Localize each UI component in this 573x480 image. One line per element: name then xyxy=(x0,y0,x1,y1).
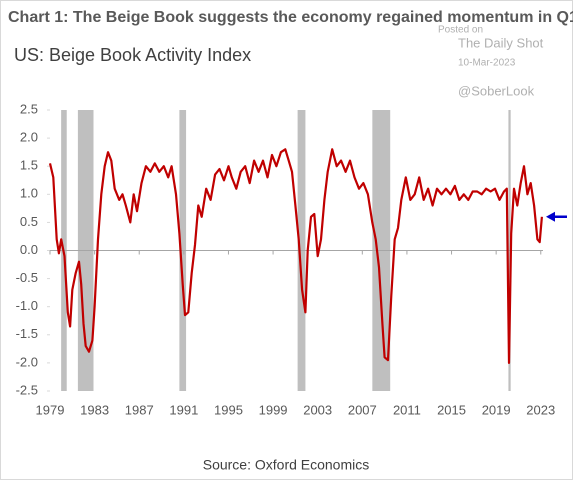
watermark: @SoberLook xyxy=(458,83,535,98)
y-tick-label: -2.5 xyxy=(16,382,38,397)
x-tick-label: 1987 xyxy=(125,402,154,417)
x-tick-label: 1983 xyxy=(80,402,109,417)
y-tick-label: 1.5 xyxy=(20,158,38,173)
watermark: 10-Mar-2023 xyxy=(458,58,516,69)
source: Source: Oxford Economics xyxy=(203,457,370,473)
y-tick-label: 1.0 xyxy=(20,186,38,201)
x-tick-label: 1979 xyxy=(36,402,65,417)
y-tick-label: 2.0 xyxy=(20,130,38,145)
x-tick-label: 2007 xyxy=(348,402,377,417)
x-tick-label: 1995 xyxy=(214,402,243,417)
y-tick-label: 0.5 xyxy=(20,214,38,229)
chart-title: Chart 1: The Beige Book suggests the eco… xyxy=(8,9,573,26)
y-tick-label: -0.5 xyxy=(16,270,38,285)
y-tick-label: -1.5 xyxy=(16,326,38,341)
arrow-head xyxy=(546,211,555,222)
x-tick-label: 2003 xyxy=(303,402,332,417)
x-tick-label: 2023 xyxy=(526,402,555,417)
x-tick-label: 2019 xyxy=(482,402,511,417)
x-tick-label: 1991 xyxy=(169,402,198,417)
x-tick-label: 2011 xyxy=(393,402,421,417)
data-line xyxy=(48,148,543,364)
y-tick-label: 2.5 xyxy=(20,101,38,116)
y-tick-label: -1.0 xyxy=(16,298,38,313)
y-tick-label: -2.0 xyxy=(16,354,38,369)
watermark: Posted on xyxy=(438,25,483,36)
x-tick-label: 1999 xyxy=(259,402,288,417)
y-tick-label: 0.0 xyxy=(20,242,38,257)
watermark: The Daily Shot xyxy=(458,35,544,50)
chart-subtitle: US: Beige Book Activity Index xyxy=(14,45,251,65)
x-tick-label: 2015 xyxy=(437,402,466,417)
